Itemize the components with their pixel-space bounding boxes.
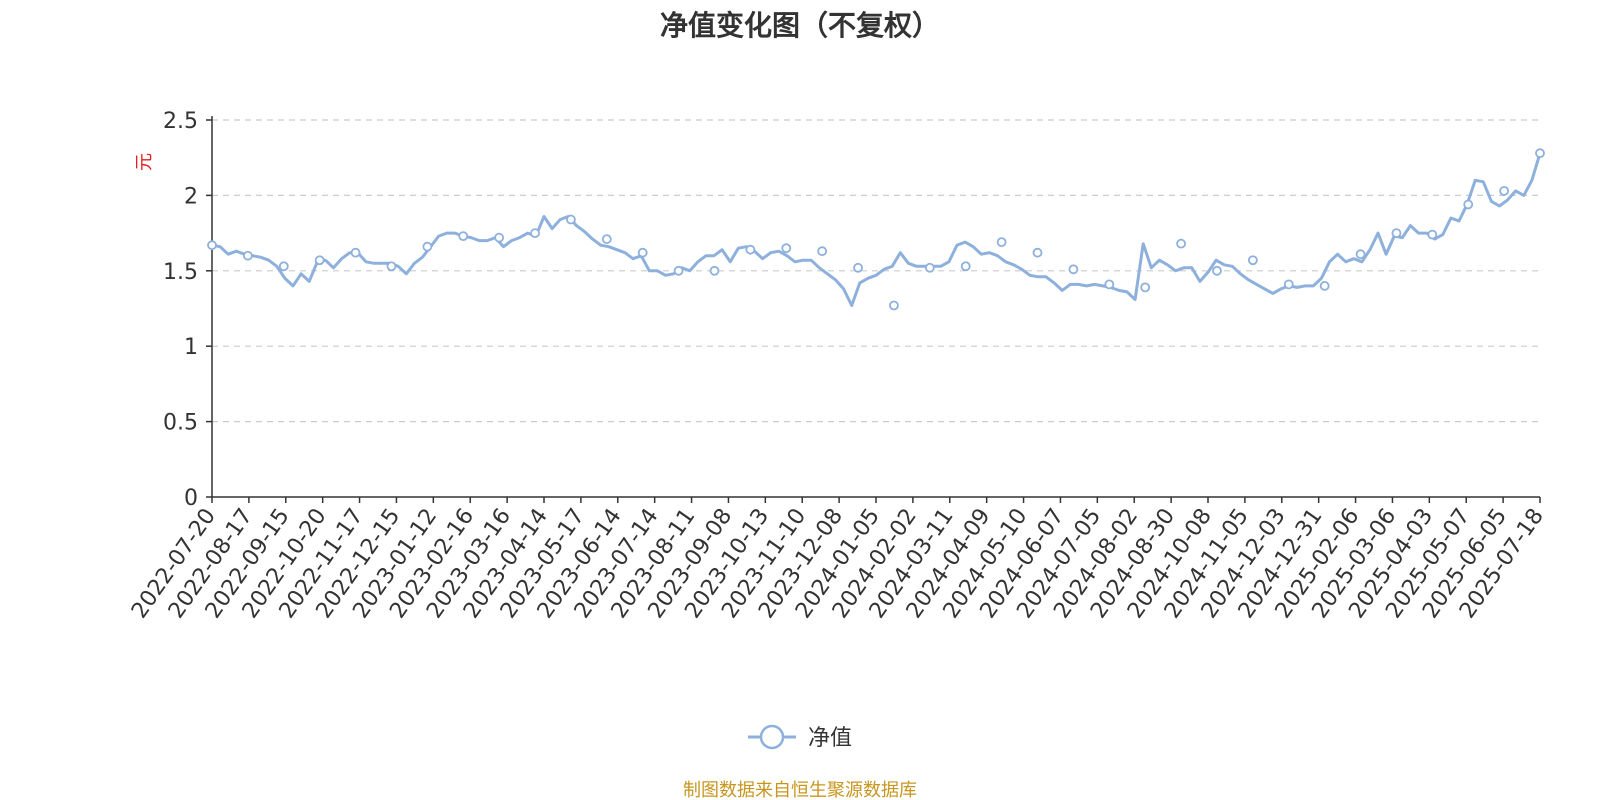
data-point[interactable] — [314, 255, 325, 266]
data-point[interactable] — [1104, 279, 1115, 290]
data-point[interactable] — [494, 232, 505, 243]
y-tick-label: 2 — [184, 184, 198, 209]
data-point[interactable] — [601, 234, 612, 245]
series-layer — [211, 152, 1542, 307]
series-line — [211, 152, 1542, 307]
data-point[interactable] — [350, 247, 361, 258]
data-point[interactable] — [1176, 238, 1186, 249]
data-point[interactable] — [278, 261, 289, 272]
source-note: 制图数据来自恒生聚源数据库 — [683, 780, 917, 800]
data-point[interactable] — [1355, 249, 1366, 260]
data-point[interactable] — [207, 240, 217, 251]
legend-circle-icon — [759, 724, 785, 750]
grid-lines — [212, 119, 1540, 423]
data-point[interactable] — [781, 243, 792, 254]
data-point[interactable] — [924, 262, 935, 273]
y-tick-label: 0 — [184, 486, 198, 511]
data-point[interactable] — [1283, 279, 1294, 290]
data-point[interactable] — [1140, 282, 1151, 293]
data-point[interactable] — [386, 261, 397, 272]
data-point[interactable] — [1535, 148, 1545, 159]
data-point[interactable] — [566, 214, 576, 225]
marker-layer — [207, 148, 1545, 311]
y-tick-label: 1 — [184, 335, 198, 360]
data-point[interactable] — [817, 246, 828, 257]
data-point[interactable] — [1499, 185, 1510, 196]
data-point[interactable] — [960, 261, 971, 272]
data-point[interactable] — [242, 250, 253, 261]
data-point[interactable] — [996, 237, 1007, 248]
y-tick-label: 2.5 — [163, 109, 198, 134]
data-point[interactable] — [1391, 228, 1402, 239]
data-point[interactable] — [1463, 199, 1474, 210]
legend[interactable]: 净值 — [748, 724, 852, 751]
data-point[interactable] — [1247, 255, 1258, 266]
data-point[interactable] — [1212, 265, 1222, 276]
y-axis-label: 元 — [134, 153, 155, 171]
data-point[interactable] — [709, 265, 720, 276]
data-point[interactable] — [673, 265, 684, 276]
data-point[interactable] — [745, 244, 756, 255]
y-tick-labels: 0 0.5 1 1.5 2 2.5 — [163, 109, 198, 511]
axes — [206, 116, 1541, 503]
data-point[interactable] — [422, 241, 433, 252]
data-point[interactable] — [637, 247, 648, 258]
chart-title: 净值变化图（不复权） — [659, 9, 940, 42]
data-point[interactable] — [889, 300, 899, 311]
data-point[interactable] — [1068, 264, 1079, 275]
y-tick-label: 1.5 — [163, 260, 198, 285]
legend-label: 净值 — [808, 726, 852, 751]
data-point[interactable] — [853, 262, 863, 273]
data-point[interactable] — [1319, 280, 1330, 291]
data-point[interactable] — [1427, 229, 1438, 240]
x-tick-labels: 2022-07-202022-08-172022-09-152022-10-20… — [127, 504, 1549, 623]
data-point[interactable] — [1032, 247, 1043, 258]
data-point[interactable] — [458, 231, 469, 242]
data-point[interactable] — [530, 228, 540, 239]
y-tick-label: 0.5 — [163, 411, 198, 436]
